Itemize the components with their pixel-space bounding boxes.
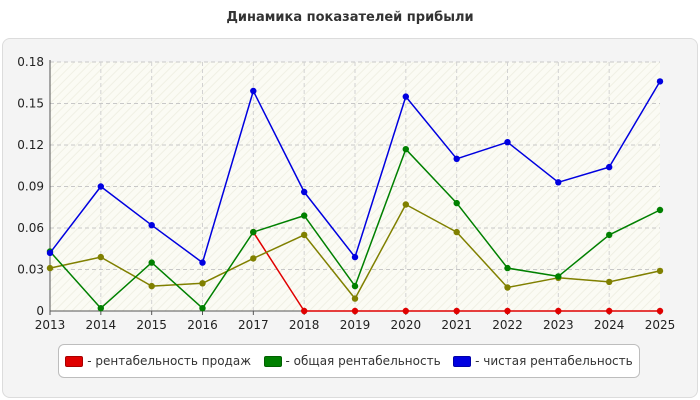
data-point-1 <box>301 231 308 239</box>
data-point-2 <box>555 273 562 280</box>
data-point-1 <box>97 253 105 261</box>
series-layer <box>46 78 664 315</box>
legend-item: - рентабельность продаж <box>65 354 251 368</box>
data-point-3 <box>656 78 664 85</box>
data-point-1 <box>199 280 206 287</box>
data-point-3 <box>606 163 613 171</box>
data-point-1 <box>453 228 460 236</box>
y-tick-label: 0.06 <box>17 221 44 235</box>
y-tick-label: 0.15 <box>17 97 44 111</box>
data-point-2 <box>351 282 359 290</box>
x-tick-label: 2023 <box>543 318 574 332</box>
data-point-3 <box>148 222 155 229</box>
y-tick-label: 0.12 <box>17 138 44 152</box>
data-point-2 <box>453 199 460 207</box>
data-point-1 <box>250 255 257 262</box>
data-point-2 <box>606 231 613 239</box>
data-point-3 <box>453 155 460 162</box>
x-tick-label: 2013 <box>35 318 66 332</box>
legend-label: - чистая рентабельность <box>475 354 633 368</box>
data-point-2 <box>199 305 206 312</box>
data-point-2 <box>97 305 105 312</box>
chart-title: Динамика показателей прибыли <box>226 10 474 25</box>
axis-layer: 0 0.03 0.06 0.09 0.12 0.15 0.18 2013 2014 2015 201… <box>17 55 675 332</box>
data-point-1 <box>402 201 409 208</box>
x-tick-label: 2020 <box>391 318 422 332</box>
data-point-2 <box>148 259 155 266</box>
data-point-2 <box>250 228 257 236</box>
data-point-2 <box>656 206 664 214</box>
x-tick-label: 2021 <box>441 318 472 332</box>
legend-label: - рентабельность продаж <box>87 354 252 368</box>
data-point-3 <box>97 183 105 190</box>
x-tick-label: 2015 <box>136 318 167 332</box>
legend-label: - общая рентабельность <box>285 354 441 368</box>
data-point-1 <box>46 264 54 272</box>
legend: - рентабельность продаж - общая рентабель… <box>58 344 640 378</box>
x-tick-label: 2025 <box>645 318 676 332</box>
x-tick-label: 2019 <box>340 318 371 332</box>
data-point-3 <box>402 93 409 100</box>
data-point-3 <box>250 87 257 95</box>
data-point-1 <box>656 267 664 275</box>
data-point-1 <box>606 278 613 286</box>
data-point-1 <box>504 284 511 291</box>
data-point-0 <box>453 307 460 315</box>
legend-item: - общая рентабельность <box>263 354 441 368</box>
data-point-0 <box>301 307 308 315</box>
y-tick-label: 0.03 <box>17 263 44 277</box>
data-point-0 <box>351 307 359 315</box>
legend-swatch <box>453 355 472 367</box>
x-tick-label: 2017 <box>238 318 269 332</box>
data-point-1 <box>148 282 155 290</box>
data-point-0 <box>656 307 664 315</box>
x-tick-label: 2018 <box>289 318 320 332</box>
data-point-0 <box>402 307 409 315</box>
x-tick-label: 2024 <box>594 318 625 332</box>
data-point-1 <box>351 295 359 302</box>
data-point-2 <box>301 212 308 219</box>
data-point-0 <box>606 307 613 315</box>
data-point-2 <box>504 264 511 272</box>
x-tick-label: 2014 <box>86 318 117 332</box>
data-point-3 <box>351 253 359 261</box>
data-point-3 <box>301 188 308 196</box>
data-point-2 <box>402 146 409 153</box>
x-tick-label: 2022 <box>492 318 523 332</box>
legend-swatch <box>263 355 282 367</box>
legend-swatch <box>65 355 84 367</box>
data-point-3 <box>199 259 206 266</box>
data-point-3 <box>555 179 562 186</box>
data-point-3 <box>504 139 511 146</box>
y-tick-label: 0.09 <box>17 180 44 194</box>
y-tick-label: 0.18 <box>17 55 44 69</box>
data-point-0 <box>555 307 562 315</box>
legend-item: - чистая рентабельность <box>453 354 633 368</box>
y-tick-label: 0 <box>36 304 44 318</box>
x-tick-label: 2016 <box>187 318 218 332</box>
data-point-0 <box>504 307 511 315</box>
data-point-3 <box>46 249 54 257</box>
